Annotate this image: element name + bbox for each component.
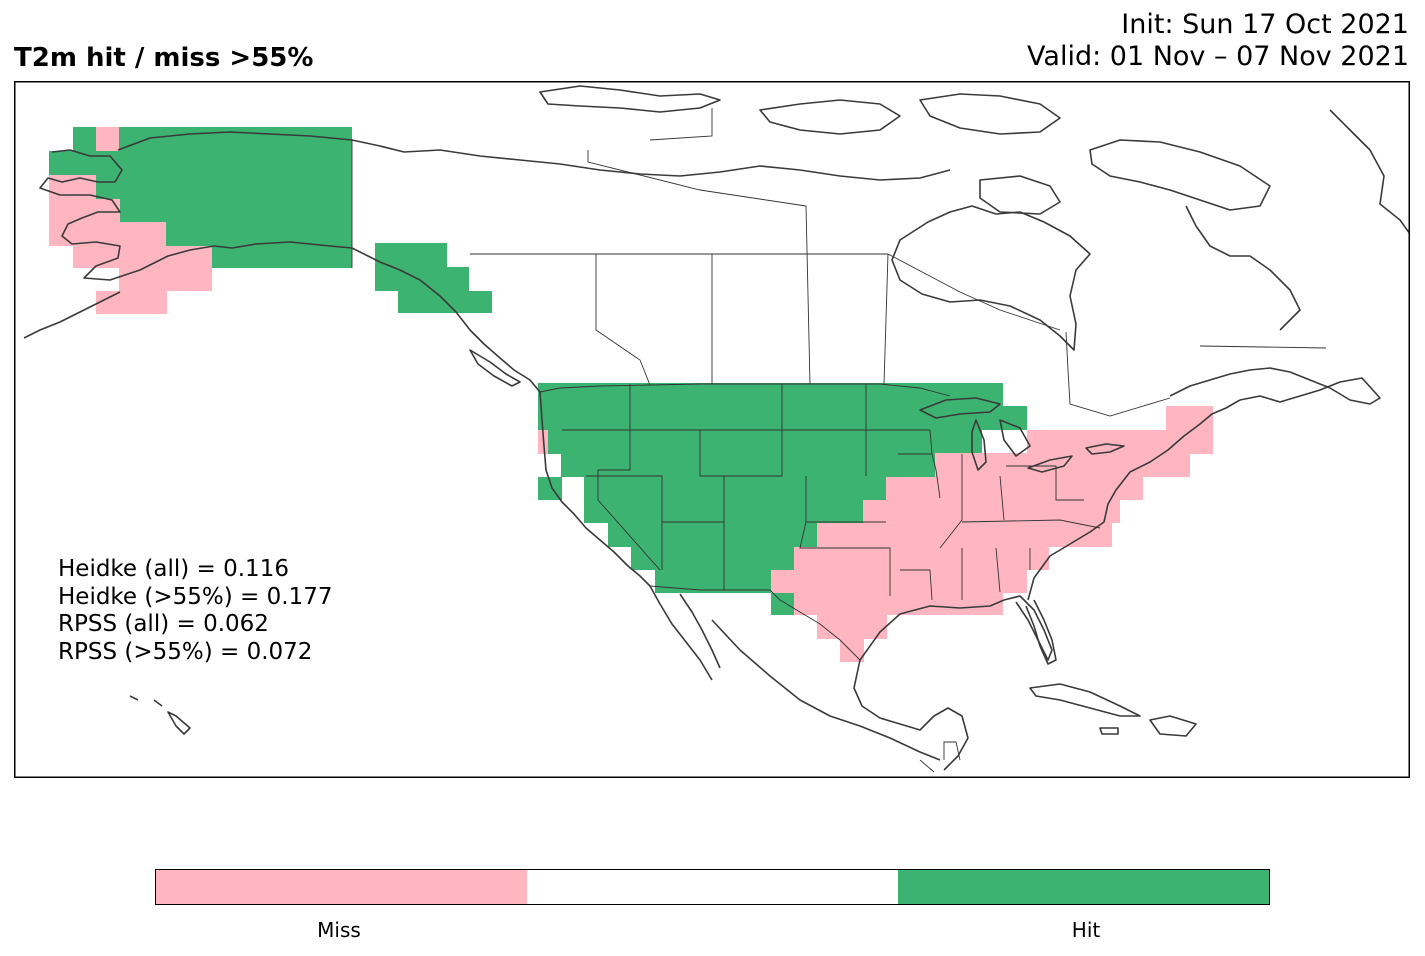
gulf-coast xyxy=(853,659,969,771)
texas-gulf-coast xyxy=(859,595,1053,661)
miss-cell xyxy=(794,593,1003,615)
bc-coast xyxy=(379,261,541,393)
hit-cell xyxy=(375,267,469,291)
hit-cell xyxy=(631,547,794,570)
miss-cell xyxy=(1166,406,1213,430)
hit-cell xyxy=(375,243,447,267)
florida xyxy=(1025,599,1057,665)
miss-cell xyxy=(817,615,887,639)
hit-cell xyxy=(73,127,96,151)
aleutians xyxy=(23,291,121,339)
skill-scores: Heidke (all) = 0.116 Heidke (>55%) = 0.1… xyxy=(58,556,332,666)
hit-cell xyxy=(538,383,1003,430)
us-east-coast xyxy=(1027,399,1241,601)
cuba xyxy=(1029,683,1141,717)
hit-cell xyxy=(548,430,982,454)
jamaica xyxy=(1099,727,1119,735)
map-panel xyxy=(14,81,1410,778)
hit-cell xyxy=(166,222,352,246)
us-states xyxy=(562,384,1101,601)
hudson-bay xyxy=(891,205,1091,351)
rpss-55: RPSS (>55%) = 0.072 xyxy=(58,638,313,665)
hit-cell xyxy=(212,245,352,268)
lake-superior xyxy=(919,397,1001,419)
miss-cell xyxy=(119,268,212,291)
plot-title: T2m hit / miss >55% xyxy=(14,43,314,73)
maritimes-coast xyxy=(1169,367,1381,405)
arctic-island xyxy=(979,175,1061,215)
map-frame-border xyxy=(14,81,1410,778)
baja-coast xyxy=(649,585,713,681)
vancouver-island xyxy=(469,349,521,387)
hit-cell xyxy=(584,500,863,523)
miss-cell xyxy=(817,523,1112,547)
arctic-coast xyxy=(403,149,951,181)
miss-cell xyxy=(49,199,120,222)
period-header: Init: Sun 17 Oct 2021 Valid: 01 Nov – 07… xyxy=(1027,9,1409,73)
miss-cell xyxy=(96,291,167,314)
hawaii xyxy=(129,695,191,735)
heidke-all: Heidke (all) = 0.116 xyxy=(58,556,289,582)
alaska-coast xyxy=(39,149,381,281)
us-canada-border xyxy=(539,383,951,397)
lake-michigan xyxy=(971,419,987,471)
colorbar-neutral-segment xyxy=(527,870,898,904)
colorbar-hit-label: Hit xyxy=(1071,918,1101,942)
miss-cell xyxy=(771,570,1027,593)
us-west-coast xyxy=(539,391,651,587)
labrador-coast xyxy=(1185,205,1301,331)
heidke-55: Heidke (>55%) = 0.177 xyxy=(58,583,333,610)
miss-cell xyxy=(840,639,864,662)
us-mexico-border xyxy=(649,585,861,661)
canada-provinces xyxy=(470,108,1061,386)
hit-cell xyxy=(561,453,935,477)
hit-cells xyxy=(49,127,1027,615)
hit-cell xyxy=(584,477,886,500)
coastlines xyxy=(23,85,1410,771)
colorbar xyxy=(155,869,1270,905)
political-borders xyxy=(351,108,1327,773)
hispaniola xyxy=(1149,715,1197,737)
lake-erie xyxy=(1027,455,1073,473)
miss-cell xyxy=(886,477,1143,500)
hit-cell xyxy=(655,570,771,593)
rpss-all: RPSS (all) = 0.062 xyxy=(58,611,269,637)
colorbar-miss-segment xyxy=(156,870,527,904)
greenland-coast xyxy=(1329,109,1410,235)
hit-cell xyxy=(771,593,794,615)
central-america-borders xyxy=(919,741,961,773)
init-date: Init: Sun 17 Oct 2021 xyxy=(1121,9,1409,40)
miss-cell xyxy=(96,127,119,151)
colorbar-hit-segment xyxy=(898,870,1269,904)
arctic-island xyxy=(539,85,721,113)
baffin-island xyxy=(1089,139,1271,211)
hit-cell xyxy=(96,175,352,222)
colorbar-miss-label: Miss xyxy=(317,918,361,942)
valid-period: Valid: 01 Nov – 07 Nov 2021 xyxy=(1027,41,1409,72)
baja-gulf-side xyxy=(679,593,721,669)
alaska-north-coast xyxy=(117,131,405,153)
hit-cell xyxy=(49,151,352,175)
miss-cell xyxy=(863,500,1120,523)
hit-cell xyxy=(119,127,352,151)
arctic-island xyxy=(919,93,1061,135)
miss-cell xyxy=(794,547,1049,570)
hit-cell xyxy=(608,523,817,547)
mexico-pacific-coast xyxy=(711,619,941,761)
lake-huron xyxy=(999,419,1031,457)
miss-cell xyxy=(1027,430,1213,454)
quebec-labrador xyxy=(1065,331,1327,417)
lake-ontario xyxy=(1085,443,1125,455)
miss-cells xyxy=(49,127,1213,662)
arctic-island xyxy=(759,99,901,135)
